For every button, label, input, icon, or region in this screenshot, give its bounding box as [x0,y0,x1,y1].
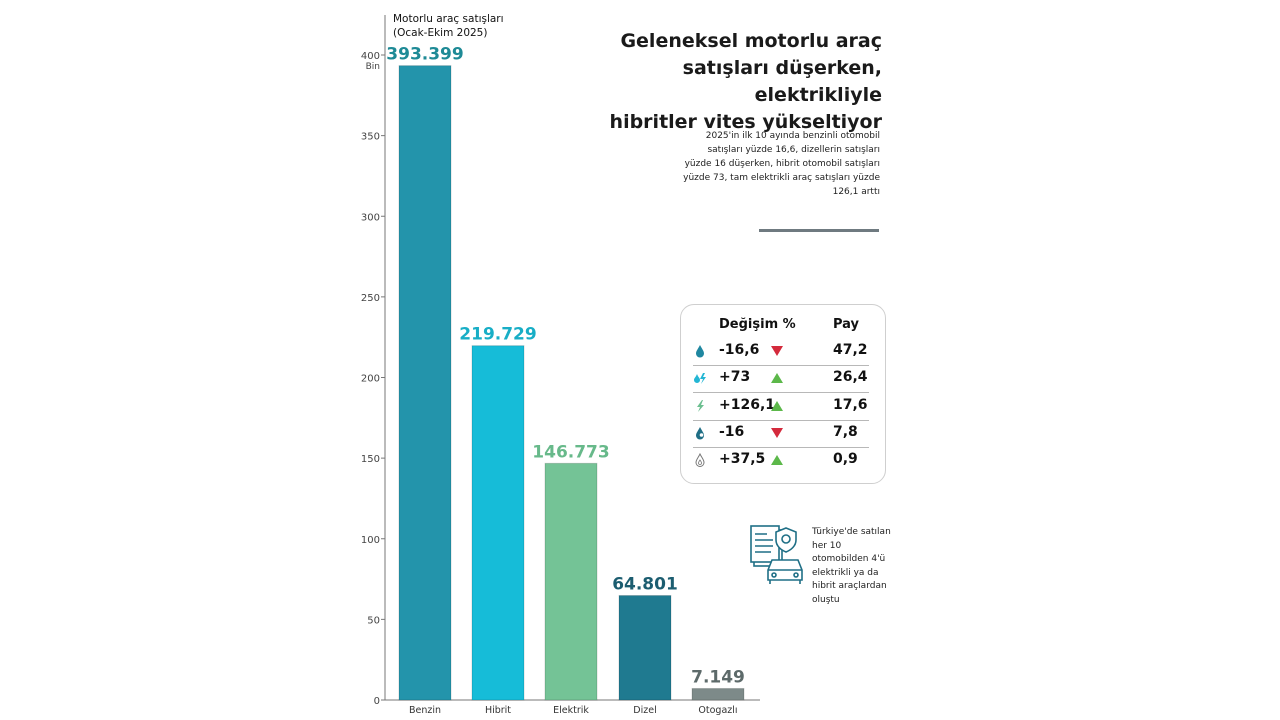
divider [759,229,879,232]
table-row: -16,6 47,2 [693,338,869,366]
y-tick-label: 300 [361,212,380,223]
x-tick-label: Otogazlı [698,705,737,716]
arrow-up-icon [771,400,783,411]
y-tick-label: 0 [374,696,380,707]
car-document-icon [750,525,803,584]
bar-elektrik [544,462,598,701]
diesel-drop-icon [696,426,704,440]
x-tick-label: Hibrit [485,705,511,716]
chart-subtitle: Motorlu araç satışları (Ocak-Ekim 2025) [393,12,504,40]
bar-value-label: 7.149 [691,667,745,687]
chart-title: Geleneksel motorlu araç satışları düşerk… [552,28,882,136]
x-tick-label: Elektrik [553,705,589,716]
x-tick-label: Benzin [409,705,441,716]
y-tick-label: 100 [361,535,380,546]
fuel-drop-icon [696,345,704,358]
bar-value-label: 146.773 [532,442,609,462]
subtitle-line: (Ocak-Ekim 2025) [393,27,488,39]
table-row: +126,1 17,6 [693,393,869,421]
lightning-icon [697,399,704,412]
hybrid-icon [694,373,706,385]
y-unit-label: Bin [366,62,380,72]
bar-otogazlı [691,687,745,701]
title-line: hibritler vites yükseltiyor [609,111,882,133]
change-value: +37,5 [719,451,766,468]
bar-value-label: 393.399 [386,45,463,65]
change-table: Değişim % Pay -16,6 47,2 +73 26,4 +126,1 17,6… [680,304,886,484]
y-tick-label: 150 [361,454,380,465]
x-tick-label: Dizel [633,705,656,716]
bar-dizel [618,595,672,701]
bar-value-label: 219.729 [459,325,536,345]
arrow-down-icon [771,427,783,438]
share-value: 26,4 [833,369,868,386]
header-share: Pay [833,317,860,332]
note-text: Türkiye'de satılan her 10 otomobilden 4'… [812,527,891,605]
change-value: -16 [719,423,745,440]
header-change: Değişim % [719,317,796,332]
table-row: -16 7,8 [693,420,869,448]
subtitle-line: Motorlu araç satışları [393,13,504,25]
table-row: +37,5 0,9 [693,447,869,474]
arrow-up-icon [771,455,783,466]
y-tick-label: 350 [361,132,380,143]
lpg-drop-icon [695,453,705,468]
share-value: 7,8 [833,423,858,440]
title-line: Geleneksel motorlu araç [620,30,882,52]
share-value: 47,2 [833,342,868,358]
change-value: -16,6 [719,342,760,358]
y-tick-label: 50 [367,615,380,626]
share-value: 17,6 [833,396,868,413]
description: 2025'in ilk 10 ayında benzinli otomobil … [683,131,880,197]
share-value: 0,9 [833,451,858,468]
table-row: +73 26,4 [693,365,869,394]
y-tick-label: 400 [361,51,380,62]
bar-hibrit [471,345,525,701]
arrow-down-icon [771,346,783,356]
y-tick-label: 200 [361,374,380,385]
change-value: +73 [719,369,751,386]
y-tick-label: 250 [361,293,380,304]
arrow-up-icon [771,373,783,384]
change-value: +126,1 [719,396,776,413]
bar-benzin [398,65,452,701]
title-line: satışları düşerken, elektrikliyle [682,57,882,106]
bar-value-label: 64.801 [612,575,678,595]
